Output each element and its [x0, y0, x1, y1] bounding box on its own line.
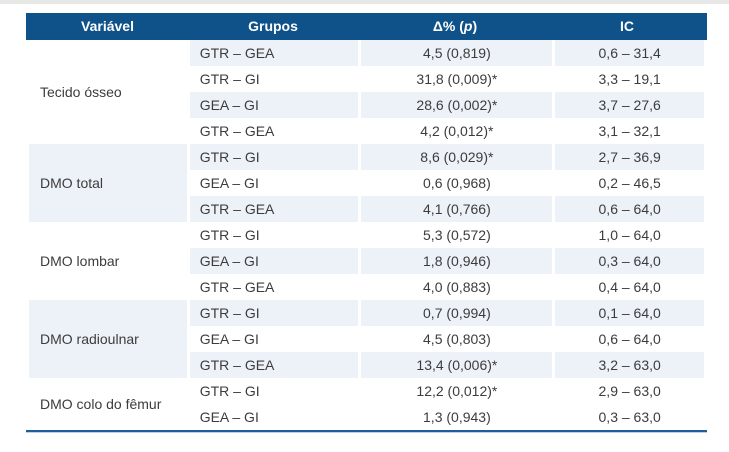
ic-cell: 0,3 – 64,0	[555, 248, 704, 274]
delta-cell: 1,8 (0,946)	[361, 248, 553, 274]
delta-cell: 28,6 (0,002)*	[361, 92, 553, 118]
table-body: Tecido ósseo GTR – GEA 4,5 (0,819) 0,6 – 31…	[29, 40, 704, 430]
header-delta-prefix: Δ% (	[432, 18, 464, 34]
grupos-cell: GTR – GI	[199, 383, 260, 399]
grupos-cell: GEA – GI	[189, 248, 359, 274]
table-header-row: Variável Grupos Δ% (p) IC	[26, 13, 707, 40]
top-divider-strip	[0, 0, 729, 4]
table-row: GEA – GI 0,6 (0,968) 0,2 – 46,5	[29, 170, 704, 196]
delta-cell: 12,2 (0,012)*	[416, 383, 498, 399]
delta-cell: 5,3 (0,572)	[423, 227, 491, 243]
ic-cell: 1,0 – 64,0	[598, 227, 661, 243]
ic-cell: 2,9 – 63,0	[598, 383, 661, 399]
table-row: DMO colo do fêmur GTR – GI 12,2 (0,012)* 2,…	[29, 378, 704, 412]
header-variavel: Variável	[81, 18, 134, 34]
grupos-cell: GEA – GI	[199, 409, 259, 425]
delta-cell: 31,8 (0,009)*	[416, 71, 498, 87]
delta-cell: 4,5 (0,819)	[361, 40, 553, 66]
ic-cell: 0,6 – 64,0	[598, 331, 661, 347]
grupos-cell: GTR – GEA	[189, 40, 359, 66]
delta-cell: 4,1 (0,766)	[361, 196, 553, 222]
ic-cell: 3,7 – 27,6	[555, 92, 704, 118]
delta-cell: 13,4 (0,006)*	[361, 352, 553, 378]
table-row: GTR – GEA 13,4 (0,006)* 3,2 – 63,0	[29, 352, 704, 378]
table-row: GTR – GI 31,8 (0,009)* 3,3 – 19,1	[29, 66, 704, 92]
table-row: GEA – GI 1,8 (0,946) 0,3 – 64,0	[29, 248, 704, 274]
ic-cell: 0,1 – 64,0	[555, 300, 704, 326]
grupos-cell: GEA – GI	[189, 92, 359, 118]
ic-cell: 3,1 – 32,1	[598, 123, 661, 139]
grupos-cell: GTR – GEA	[189, 196, 359, 222]
header-ic: IC	[620, 18, 634, 34]
grupos-cell: GTR – GI	[189, 144, 359, 170]
grupos-cell: GTR – GEA	[199, 123, 275, 139]
table-row: GEA – GI 28,6 (0,002)* 3,7 – 27,6	[29, 92, 704, 118]
header-delta-suffix: )	[472, 18, 478, 34]
ic-cell: 3,2 – 63,0	[555, 352, 704, 378]
grupos-cell: GTR – GEA	[189, 352, 359, 378]
table-row: GTR – GEA 4,1 (0,766) 0,6 – 64,0	[29, 196, 704, 222]
variable-cell: DMO colo do fêmur	[40, 396, 162, 412]
table-bottom-rule	[26, 430, 707, 432]
grupos-cell: GEA – GI	[199, 175, 259, 191]
table-row: DMO radioulnar GTR – GI 0,7 (0,994) 0,1 – 6…	[29, 300, 704, 378]
delta-cell: 4,0 (0,883)	[423, 279, 491, 295]
delta-cell: 4,2 (0,012)*	[420, 123, 494, 139]
delta-cell: 4,5 (0,803)	[423, 331, 491, 347]
grupos-cell: GTR – GI	[199, 71, 260, 87]
grupos-cell: GTR – GI	[189, 300, 359, 326]
table-row: DMO lombar GTR – GI 5,3 (0,572) 1,0 – 64,0	[29, 222, 704, 269]
table-row: GTR – GEA 4,2 (0,012)* 3,1 – 32,1	[29, 118, 704, 144]
variable-cell: DMO lombar	[40, 253, 120, 269]
header-delta-p-italic: p	[463, 18, 473, 34]
ic-cell: 3,3 – 19,1	[598, 71, 661, 87]
table-body-grid: Tecido ósseo GTR – GEA 4,5 (0,819) 0,6 – 31…	[26, 40, 707, 430]
grupos-cell: GEA – GI	[199, 331, 259, 347]
grupos-cell: GTR – GI	[199, 227, 260, 243]
ic-cell: 0,6 – 64,0	[555, 196, 704, 222]
ic-cell: 0,2 – 46,5	[598, 175, 661, 191]
header-delta-p: Δ% (p)	[360, 13, 550, 40]
grupos-cell: GTR – GEA	[199, 279, 275, 295]
table-row: GEA – GI 1,3 (0,943) 0,3 – 63,0	[29, 404, 704, 430]
table-bottom-rule-highlight	[26, 432, 707, 433]
delta-cell: 8,6 (0,029)*	[361, 144, 553, 170]
table-row: GEA – GI 4,5 (0,803) 0,6 – 64,0	[29, 326, 704, 352]
header-grupos: Grupos	[248, 18, 298, 34]
ic-cell: 0,6 – 31,4	[555, 40, 704, 66]
results-table: Variável Grupos Δ% (p) IC Tecido ósseo GT…	[26, 13, 707, 433]
delta-cell: 0,6 (0,968)	[423, 175, 491, 191]
variable-cell: DMO radioulnar	[29, 300, 187, 378]
ic-cell: 0,4 – 64,0	[598, 279, 661, 295]
ic-cell: 2,7 – 36,9	[555, 144, 704, 170]
table-row: DMO total GTR – GI 8,6 (0,029)* 2,7 – 36,9	[29, 144, 704, 222]
variable-cell: DMO total	[29, 144, 187, 222]
delta-cell: 1,3 (0,943)	[423, 409, 491, 425]
table-row: Tecido ósseo GTR – GEA 4,5 (0,819) 0,6 – 31…	[29, 40, 704, 100]
ic-cell: 0,3 – 63,0	[598, 409, 661, 425]
delta-cell: 0,7 (0,994)	[361, 300, 553, 326]
variable-cell: Tecido ósseo	[40, 84, 122, 100]
table-row: GTR – GEA 4,0 (0,883) 0,4 – 64,0	[29, 274, 704, 300]
